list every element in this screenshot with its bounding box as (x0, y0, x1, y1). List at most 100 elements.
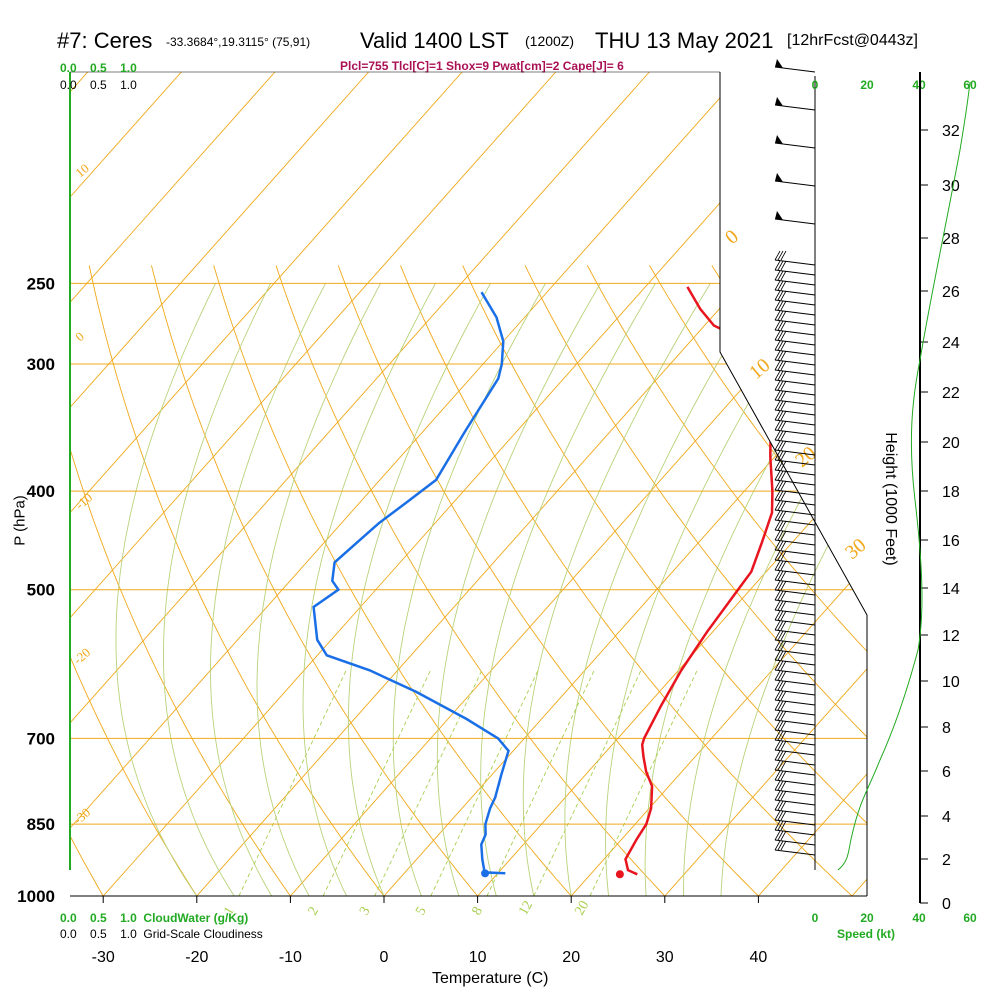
wind-barb-feather (780, 800, 787, 811)
wind-barb-feather (777, 410, 784, 421)
wind-barb-feather (780, 690, 787, 701)
station-title: #7: Ceres (57, 28, 153, 53)
cloudiness-label: Grid-Scale Cloudiness (143, 927, 263, 941)
scale-top-0: 0.0 (60, 61, 77, 75)
wind-barb-feather (780, 660, 787, 671)
mixing-ratio-lines (238, 670, 698, 896)
wind-barb (774, 459, 816, 466)
wind-barb-feather (780, 630, 787, 641)
wind-barb (774, 279, 816, 286)
wind-barb (774, 469, 816, 476)
legend-bottom-0: 0.0 (60, 927, 77, 941)
wind-barb (774, 829, 816, 836)
wind-barb-feather (777, 750, 784, 761)
wind-barb (774, 579, 816, 586)
wind-barb-feather (774, 280, 781, 291)
wind-barb-feather (774, 410, 781, 421)
mixing-ratio-line (589, 670, 698, 896)
wind-barb-feather (780, 540, 787, 551)
height-tick-label: 10 (942, 674, 960, 691)
wind-barb-feather (780, 330, 787, 341)
wind-barb-feather (780, 790, 787, 801)
wind-barb-feather (777, 330, 784, 341)
wind-barb-feather (780, 560, 787, 571)
wind-barb-feather (780, 810, 787, 821)
wind-barb (774, 719, 816, 726)
wind-barb-feather (774, 390, 781, 401)
wind-barb-feather (774, 840, 781, 851)
wind-barb-feather (780, 390, 787, 401)
isotherm-line (290, 72, 867, 896)
wind-barb-feather (774, 530, 781, 541)
wind-barb (774, 369, 816, 376)
wind-barb-feather (774, 520, 781, 531)
wind-barb-feather (774, 250, 781, 261)
wind-barb (774, 639, 816, 646)
dry-adiabat-line (400, 265, 867, 896)
wind-barb-feather (777, 760, 784, 771)
x-tick-label: 30 (656, 949, 674, 966)
legend-top-1: 0.5 (90, 911, 107, 925)
wind-barb (774, 299, 816, 306)
wind-barb-feather (777, 320, 784, 331)
wind-barb-feather (774, 590, 781, 601)
wind-barb-feather (777, 840, 784, 851)
wind-barb-feather (777, 510, 784, 521)
height-tick-label: 12 (942, 628, 960, 645)
wind-barb-feather (777, 820, 784, 831)
wind-barb (774, 649, 816, 656)
moist-adiabat-line (436, 283, 601, 896)
scale-top-1: 0.5 (90, 61, 107, 75)
wind-barb-feather (777, 250, 784, 261)
isotherm-line (70, 72, 650, 896)
isotherm-line (70, 72, 276, 896)
dry-adiabat-line (524, 265, 867, 896)
wind-barb-feather (774, 580, 781, 591)
wind-barb-feather (780, 700, 787, 711)
wind-barb-feather (777, 650, 784, 661)
wind-barb (774, 569, 816, 576)
wind-barb-feather (780, 460, 787, 471)
isotherm-label: 20 (791, 442, 820, 472)
wind-barb-feather (774, 760, 781, 771)
wind-barb-feather (774, 560, 781, 571)
wind-barb-feather (777, 420, 784, 431)
wind-barb-feather (777, 310, 784, 321)
wind-barb-feather (780, 400, 787, 411)
wind-barb (774, 739, 816, 746)
dry-adiabat-line (773, 265, 867, 896)
dry-adiabat-line (213, 265, 591, 896)
dry-adiabat-line (337, 265, 781, 896)
isotherm-line (70, 72, 369, 896)
wind-barb (774, 629, 816, 636)
wind-barb (774, 489, 816, 496)
pressure-tick-label: 1000 (17, 887, 55, 906)
wind-barb-flag (775, 97, 783, 106)
wind-barb-feather (774, 630, 781, 641)
wind-barb-feather (780, 750, 787, 761)
wind-barb (774, 329, 816, 336)
wind-barb (774, 519, 816, 526)
wind-barb-feather (780, 640, 787, 651)
wind-barb-feather (777, 340, 784, 351)
wind-barb-feather (774, 800, 781, 811)
wind-barb-feather (777, 680, 784, 691)
scale-bottom-1: 0.5 (90, 78, 107, 92)
wind-barb-feather (777, 690, 784, 701)
wind-barb-feather (774, 470, 781, 481)
height-tick-label: 6 (942, 764, 951, 781)
wind-barb-feather (780, 770, 787, 781)
wind-barb-feather (774, 420, 781, 431)
wind-barb-feather (777, 610, 784, 621)
wind-barb (774, 399, 816, 406)
legend-bottom-2: 1.0 (120, 927, 137, 941)
wind-barb (774, 339, 816, 346)
height-axis-title: Height (1000 Feet) (882, 432, 899, 566)
wind-barb-feather (777, 460, 784, 471)
isotherm-label: -10 (72, 490, 95, 513)
wind-barb-feather (777, 730, 784, 741)
wind-barb-feather (774, 510, 781, 521)
isotherm-label: 30 (841, 534, 870, 564)
wind-barb (774, 749, 816, 756)
wind-barb-feather (774, 300, 781, 311)
